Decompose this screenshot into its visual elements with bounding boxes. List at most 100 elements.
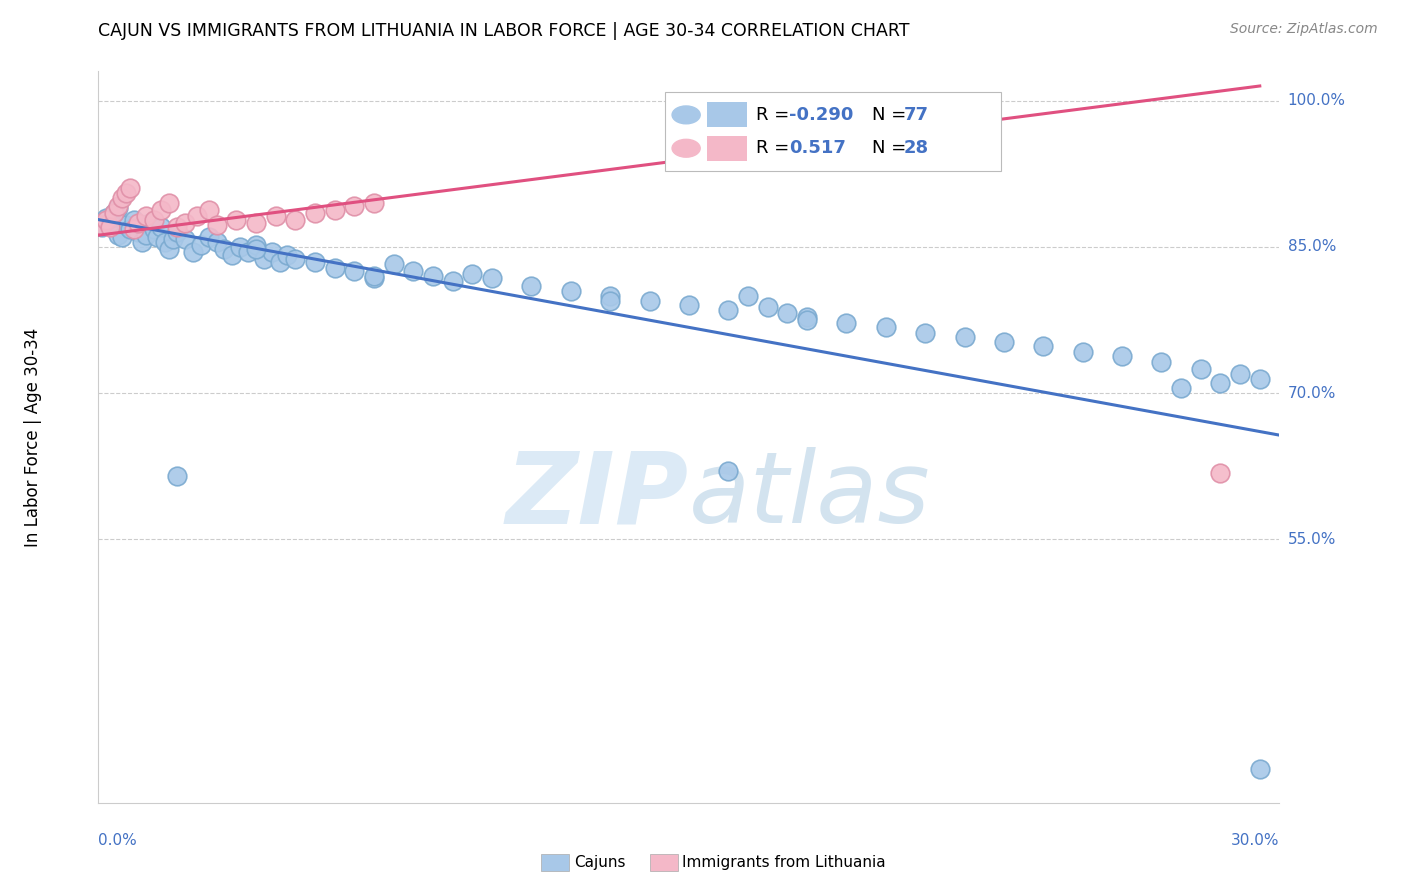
Point	[111, 230, 134, 244]
Text: ZIP: ZIP	[506, 447, 689, 544]
Point	[181, 244, 204, 259]
Point	[835, 316, 858, 330]
Point	[284, 212, 307, 227]
Text: 30.0%: 30.0%	[1232, 833, 1279, 848]
Point	[1189, 361, 1212, 376]
Point	[1150, 355, 1173, 369]
Point	[150, 202, 173, 217]
Point	[638, 293, 661, 308]
Point	[560, 284, 582, 298]
Point	[107, 199, 129, 213]
Text: 28: 28	[904, 139, 929, 157]
Text: 85.0%: 85.0%	[1288, 239, 1336, 254]
Point	[127, 225, 149, 239]
Point	[343, 264, 366, 278]
Point	[131, 235, 153, 249]
Point	[205, 235, 228, 249]
Point	[245, 242, 267, 256]
Point	[953, 329, 976, 343]
Point	[284, 252, 307, 266]
Point	[323, 202, 346, 217]
Text: R =: R =	[756, 106, 796, 124]
Text: 100.0%: 100.0%	[1288, 93, 1346, 108]
Point	[1071, 345, 1094, 359]
Point	[264, 209, 287, 223]
Point	[157, 196, 180, 211]
Point	[304, 254, 326, 268]
Point	[166, 469, 188, 483]
Point	[107, 228, 129, 243]
Point	[599, 293, 621, 308]
Point	[363, 271, 385, 285]
Point	[304, 206, 326, 220]
Point	[111, 191, 134, 205]
Point	[481, 271, 503, 285]
Text: R =: R =	[756, 139, 801, 157]
Point	[323, 261, 346, 276]
Point	[776, 306, 799, 320]
Point	[1032, 339, 1054, 353]
Point	[363, 269, 385, 284]
Point	[150, 220, 173, 235]
Point	[174, 232, 197, 246]
Point	[122, 212, 145, 227]
Point	[1249, 762, 1271, 776]
Point	[166, 220, 188, 235]
Point	[343, 199, 366, 213]
Point	[875, 319, 897, 334]
Point	[1209, 376, 1232, 391]
Point	[245, 238, 267, 252]
Point	[1170, 381, 1192, 395]
Text: Cajuns: Cajuns	[574, 855, 626, 870]
Text: 0.0%: 0.0%	[98, 833, 138, 848]
Point	[737, 288, 759, 302]
Point	[103, 206, 125, 220]
Text: 70.0%: 70.0%	[1288, 385, 1336, 401]
Point	[91, 219, 114, 233]
Point	[135, 228, 157, 243]
Point	[756, 301, 779, 315]
Point	[245, 215, 267, 229]
Point	[103, 206, 125, 220]
Point	[190, 238, 212, 252]
Point	[236, 244, 259, 259]
Point	[115, 186, 138, 201]
Text: 55.0%: 55.0%	[1288, 532, 1336, 547]
Point	[197, 202, 219, 217]
Point	[146, 230, 169, 244]
Point	[717, 303, 740, 318]
Point	[225, 212, 247, 227]
Point	[115, 219, 138, 233]
Point	[155, 235, 177, 249]
Point	[205, 219, 228, 233]
Point	[122, 222, 145, 236]
Point	[260, 244, 283, 259]
Point	[599, 288, 621, 302]
Point	[91, 220, 114, 235]
Point	[96, 212, 118, 227]
Text: In Labor Force | Age 30-34: In Labor Force | Age 30-34	[24, 327, 42, 547]
Point	[118, 181, 141, 195]
Point	[127, 215, 149, 229]
Point	[402, 264, 425, 278]
Point	[1249, 371, 1271, 385]
Point	[461, 267, 484, 281]
Point	[363, 196, 385, 211]
Point	[98, 220, 121, 235]
Point	[166, 225, 188, 239]
Point	[142, 212, 165, 227]
Text: CAJUN VS IMMIGRANTS FROM LITHUANIA IN LABOR FORCE | AGE 30-34 CORRELATION CHART: CAJUN VS IMMIGRANTS FROM LITHUANIA IN LA…	[98, 22, 910, 40]
Point	[197, 230, 219, 244]
Point	[253, 252, 276, 266]
Text: N =: N =	[872, 139, 911, 157]
Point	[1229, 367, 1251, 381]
Point	[138, 215, 160, 229]
Point	[441, 274, 464, 288]
Point	[993, 335, 1015, 350]
Point	[229, 240, 252, 254]
Point	[221, 248, 243, 262]
Point	[214, 242, 236, 256]
Point	[382, 257, 405, 271]
Point	[142, 222, 165, 236]
Point	[520, 279, 543, 293]
